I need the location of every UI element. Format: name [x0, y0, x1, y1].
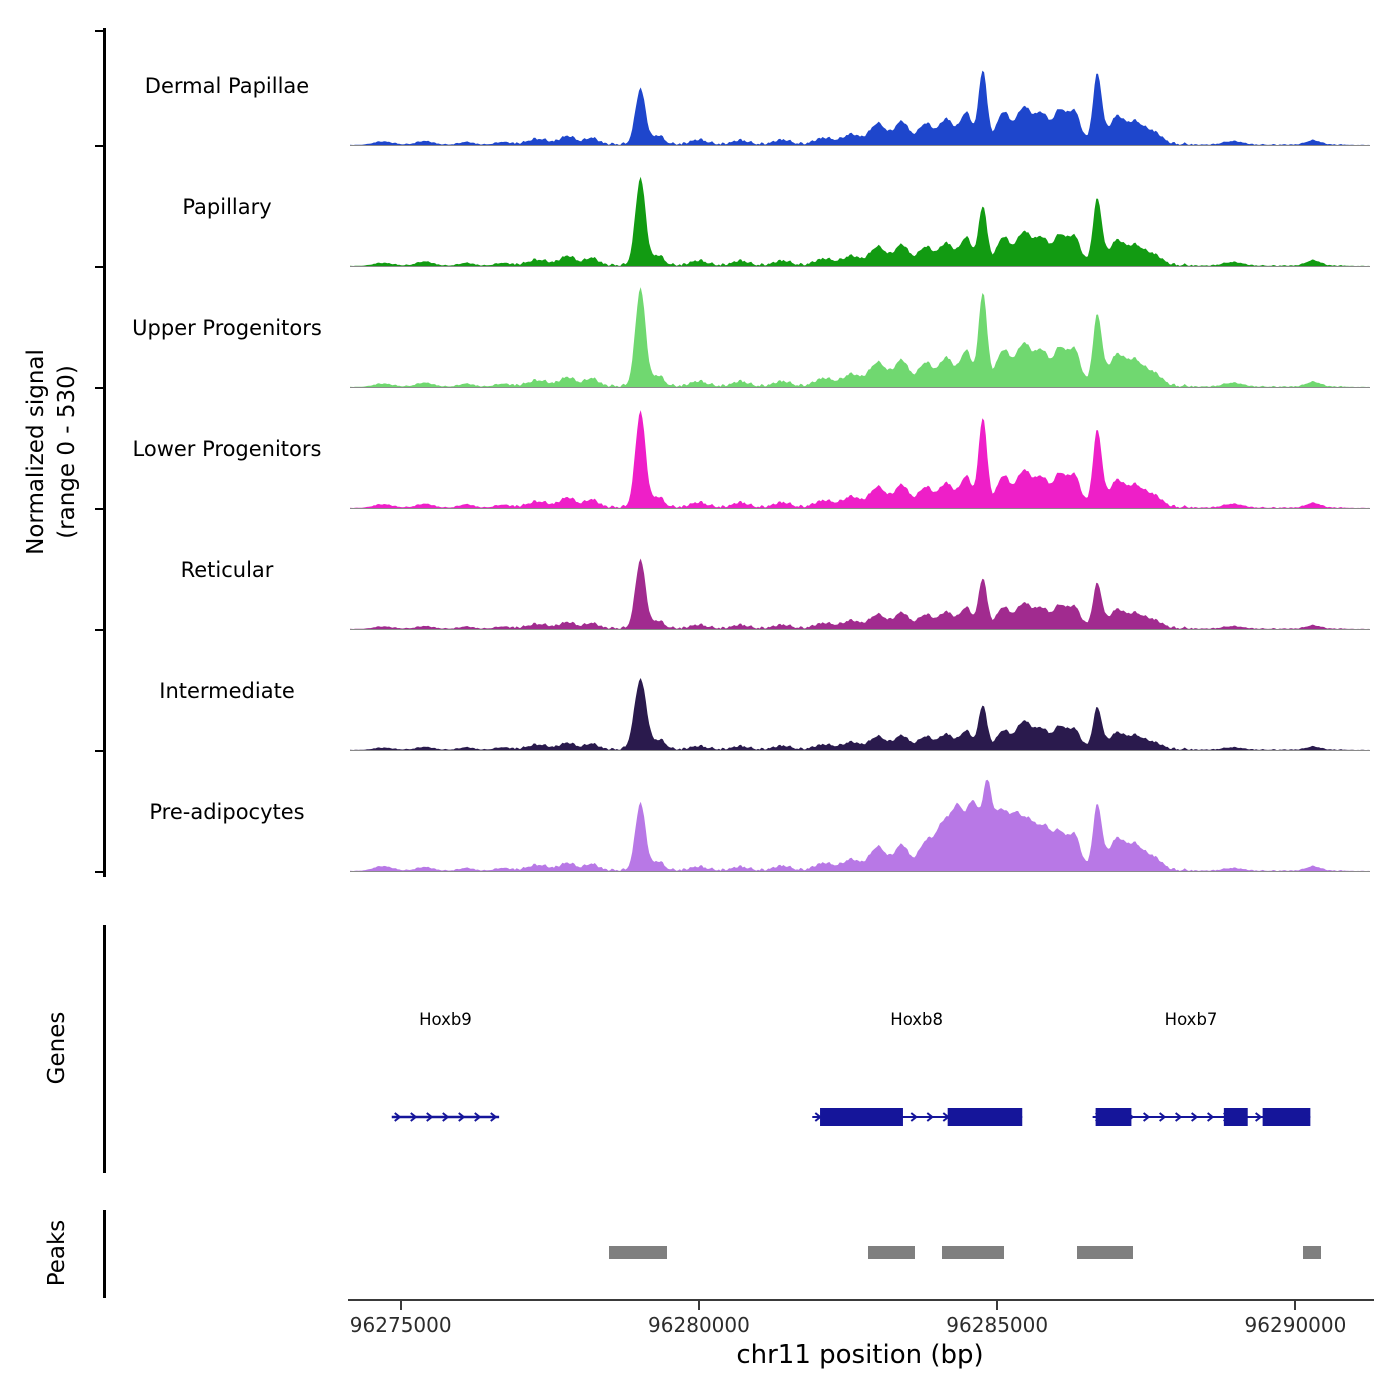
signal-area-svg — [350, 176, 1370, 267]
gene-name-label: Hoxb7 — [1164, 1010, 1218, 1029]
track-row: Pre-adipocytes — [0, 751, 1400, 872]
signal-area-path — [350, 410, 1370, 508]
strand-arrow-icon — [442, 1112, 450, 1122]
peak-interval — [1076, 1246, 1134, 1259]
peak-interval — [1303, 1246, 1322, 1259]
signal-area-svg — [350, 678, 1370, 751]
peak-interval — [942, 1246, 1005, 1259]
track-row: Dermal Papillae — [0, 25, 1400, 146]
signal-area-svg — [350, 779, 1370, 872]
strand-arrow-icon — [458, 1112, 466, 1122]
strand-arrow-icon — [1191, 1112, 1199, 1122]
genes-axis-spine — [103, 925, 106, 1173]
x-axis-tick-label: 96285000 — [946, 1313, 1049, 1337]
peaks-area — [350, 1246, 1370, 1260]
track-label: Lower Progenitors — [132, 436, 322, 461]
gene-names: Hoxb9 Hoxb8 Hoxb7 — [350, 1010, 1370, 1034]
strand-arrow-icon — [474, 1112, 482, 1122]
strand-arrow-icon — [926, 1112, 934, 1122]
signal-area-svg — [350, 410, 1370, 509]
peak-interval — [867, 1246, 915, 1259]
strand-arrow-icon — [426, 1112, 434, 1122]
track-row: Reticular — [0, 509, 1400, 630]
genes-section-label: Genes — [44, 1011, 70, 1085]
x-axis-tick — [996, 1301, 999, 1310]
x-axis-tick-label: 96290000 — [1244, 1313, 1347, 1337]
tracks-spine-tick — [95, 30, 103, 32]
peak-interval — [609, 1246, 668, 1259]
signal-area-path — [350, 779, 1370, 871]
strand-arrow-icon — [910, 1112, 918, 1122]
tracks-spine-tick — [95, 629, 103, 631]
signal-area-path — [350, 287, 1370, 387]
x-axis-tick-label: 96275000 — [349, 1313, 452, 1337]
signal-area-path — [350, 678, 1370, 750]
x-axis-tick-label: 96280000 — [648, 1313, 750, 1337]
tracks-spine-tick — [95, 508, 103, 510]
signal-track — [350, 407, 1370, 509]
signal-track — [350, 44, 1370, 146]
strand-arrow-icon — [1255, 1112, 1263, 1122]
track-label: Pre-adipocytes — [149, 799, 305, 824]
tracks-spine-tick — [95, 145, 103, 147]
signal-track — [350, 528, 1370, 630]
gene-exon-box — [1223, 1108, 1248, 1126]
x-axis-tick — [1294, 1301, 1297, 1310]
gene-models — [391, 1108, 1311, 1126]
strand-arrow-icon — [410, 1112, 418, 1122]
track-row: Lower Progenitors — [0, 388, 1400, 509]
signal-area-path — [350, 558, 1370, 629]
track-label: Upper Progenitors — [132, 315, 322, 340]
gene-name-label: Hoxb8 — [890, 1010, 944, 1029]
strand-arrow-icon — [394, 1112, 402, 1122]
tracks-area: Dermal Papillae Papillary Upper Progenitor… — [0, 25, 1400, 872]
signal-track — [350, 770, 1370, 872]
strand-arrow-icon — [1207, 1112, 1215, 1122]
signal-track — [350, 286, 1370, 388]
gene-model — [1092, 1108, 1311, 1126]
tracks-spine-tick — [95, 750, 103, 752]
gene-model — [391, 1112, 500, 1122]
gene-exon-box — [1095, 1108, 1132, 1126]
peaks-section-label: Peaks — [44, 1219, 70, 1287]
signal-area-svg — [350, 558, 1370, 630]
gene-name-label: Hoxb9 — [419, 1010, 472, 1029]
strand-arrow-icon — [490, 1112, 498, 1122]
track-row: Intermediate — [0, 630, 1400, 751]
peaks-axis-spine — [103, 1210, 106, 1298]
signal-track — [350, 165, 1370, 267]
tracks-spine-tick — [95, 387, 103, 389]
x-axis-title: chr11 position (bp) — [736, 1340, 984, 1370]
track-label: Intermediate — [159, 678, 295, 703]
signal-area-path — [350, 176, 1370, 266]
gene-exon-box — [1262, 1108, 1311, 1126]
x-axis-tick — [399, 1301, 402, 1310]
strand-arrow-icon — [1175, 1112, 1183, 1122]
signal-area-svg — [350, 287, 1370, 388]
x-axis-tick — [697, 1301, 700, 1310]
tracks-spine-tick — [95, 266, 103, 268]
strand-arrow-icon — [1143, 1112, 1151, 1122]
tracks-spine-tick — [95, 871, 103, 873]
tracks-axis-spine — [103, 28, 106, 877]
track-label: Dermal Papillae — [144, 73, 310, 98]
track-row: Papillary — [0, 146, 1400, 267]
track-row: Upper Progenitors — [0, 267, 1400, 388]
signal-track — [350, 649, 1370, 751]
signal-area-path — [350, 70, 1370, 145]
gene-exon-box — [947, 1108, 1023, 1126]
track-label: Papillary — [182, 194, 272, 219]
strand-arrow-icon — [1159, 1112, 1167, 1122]
signal-area-svg — [350, 70, 1370, 146]
track-label: Reticular — [180, 557, 274, 582]
x-axis-line — [348, 1299, 1374, 1301]
gene-model — [812, 1108, 1023, 1126]
gene-exon-box — [820, 1108, 903, 1126]
